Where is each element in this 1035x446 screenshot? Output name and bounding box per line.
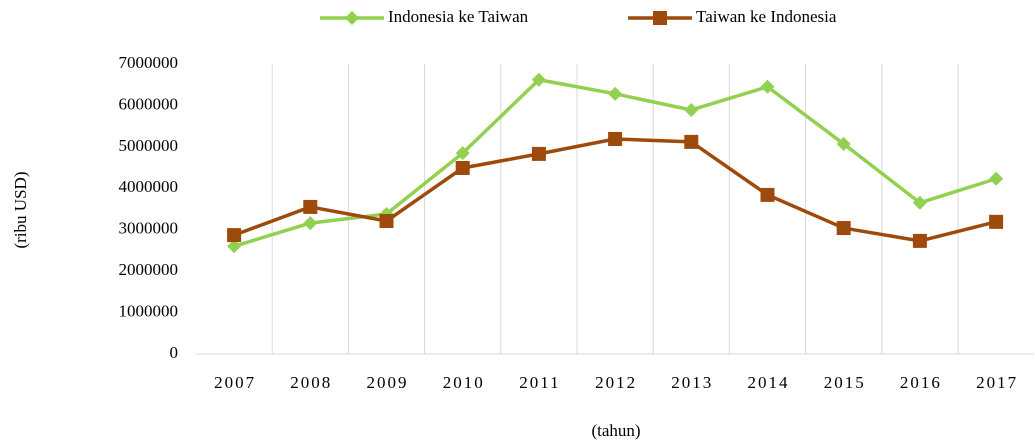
legend-marker [345,11,359,25]
data-point [836,221,851,236]
data-point [227,228,242,243]
data-point [684,134,699,149]
y-tick-label: 2000000 [119,260,179,279]
data-point [455,146,470,161]
x-tick-label: 2017 [976,373,1018,392]
data-point [912,195,927,210]
legend-label: Indonesia ke Taiwan [388,7,529,26]
data-point [379,214,394,229]
data-point [303,216,318,231]
x-tick-label: 2014 [748,373,790,392]
x-tick-label: 2008 [290,373,332,392]
x-axis-label: (tahun) [591,421,640,440]
data-point [684,102,699,117]
data-point [227,239,242,254]
data-point [760,187,775,202]
y-tick-label: 5000000 [119,136,179,155]
y-tick-label: 0 [170,343,179,362]
data-point [836,136,851,151]
y-tick-label: 1000000 [119,301,179,320]
x-tick-label: 2010 [443,373,485,392]
legend-label: Taiwan ke Indonesia [696,7,837,26]
data-point [989,214,1004,229]
x-tick-label: 2007 [214,373,256,392]
data-point [303,199,318,214]
y-axis-label: (ribu USD) [11,172,30,249]
data-point [531,72,546,87]
data-point [989,171,1004,186]
data-point [455,160,470,175]
data-point [608,131,623,146]
data-point [608,86,623,101]
data-point [531,146,546,161]
legend-marker [653,11,667,25]
data-point [912,233,927,248]
y-tick-label: 3000000 [119,219,179,238]
x-tick-label: 2011 [519,373,560,392]
y-tick-label: 4000000 [119,177,179,196]
x-tick-label: 2016 [900,373,942,392]
y-tick-label: 7000000 [119,53,179,72]
x-tick-label: 2013 [671,373,713,392]
data-point [760,79,775,94]
y-tick-label: 6000000 [119,94,179,113]
x-tick-label: 2009 [367,373,409,392]
x-tick-label: 2012 [595,373,637,392]
x-tick-label: 2015 [824,373,866,392]
